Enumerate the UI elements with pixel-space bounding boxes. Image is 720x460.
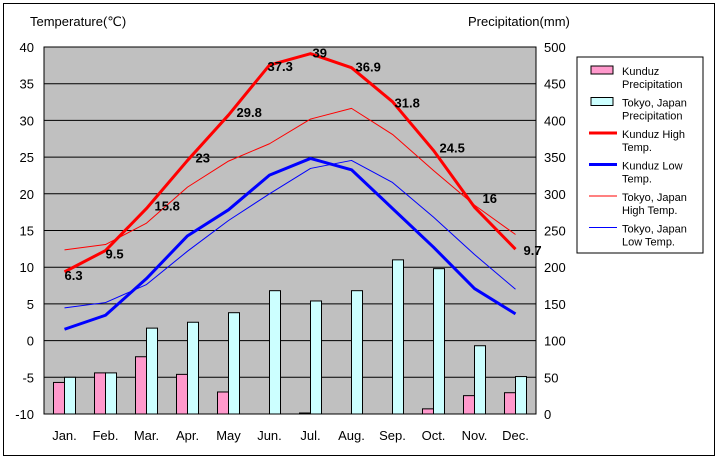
bar-tokyo-precipitation [146,327,158,415]
x-tick-label: Feb. [92,428,118,443]
line-kunduz-low [64,156,517,331]
left-tick-label: 40 [20,40,34,55]
bar-tokyo-precipitation [228,312,240,415]
data-label: 6.3 [65,268,83,283]
x-tick-label: Nov. [462,428,488,443]
left-axis-title: Temperature(℃) [30,14,126,29]
legend-label: Low Temp. [622,237,675,249]
bar-tokyo-precipitation [187,321,199,415]
bar-tokyo-precipitation [105,372,117,415]
x-tick-label: Jan. [52,428,77,443]
legend-box [576,56,704,254]
legend-label: Tokyo, Japan [622,192,687,204]
bar-tokyo-precipitation [515,376,527,415]
bar-kunduz-precipitation [504,392,516,415]
x-tick-label: Mar. [134,428,159,443]
legend-label: Kunduz High [622,129,685,141]
legend-label: High Temp. [622,205,677,217]
data-label: 31.8 [395,96,420,111]
plot-area: 4035302520151050-5-105004504003503002502… [15,40,566,443]
bar-kunduz-precipitation [53,381,65,415]
right-tick-label: 250 [544,224,566,239]
legend-swatch [590,65,614,75]
right-tick-label: 300 [544,187,566,202]
line-tokyo-high [64,107,516,251]
left-tick-label: -5 [22,370,34,385]
legend-label: Kunduz Low [622,161,683,173]
line-tokyo-low [64,159,516,309]
legend-label: Tokyo, Japan [622,224,687,236]
bar-kunduz-precipitation [94,372,106,415]
bar-tokyo-precipitation [269,290,281,415]
bar-tokyo-precipitation [64,376,76,415]
bar-tokyo-precipitation [392,259,404,415]
left-tick-label: 20 [20,187,34,202]
bar-kunduz-precipitation [217,391,229,415]
bar-kunduz-precipitation [299,412,311,415]
data-label: 9.5 [106,247,124,262]
data-label: 15.8 [155,198,180,213]
bar-kunduz-precipitation [422,408,434,415]
legend-label: Kunduz [622,66,659,78]
x-tick-label: Jun. [257,428,282,443]
data-label: 39 [313,46,327,61]
left-tick-label: 30 [20,113,34,128]
right-axis-title: Precipitation(mm) [468,14,570,29]
x-tick-label: May [216,428,241,443]
bar-tokyo-precipitation [351,290,363,415]
right-tick-label: 150 [544,297,566,312]
legend-label: Temp. [622,174,652,186]
left-tick-label: 0 [27,334,34,349]
legend-label: Precipitation [622,111,683,123]
left-tick-label: -10 [15,407,34,422]
x-tick-label: Sep. [379,428,406,443]
data-label: 24.5 [440,140,465,155]
x-tick-label: Apr. [176,428,199,443]
left-tick-label: 10 [20,260,34,275]
data-label: 16 [483,191,497,206]
left-tick-label: 25 [20,150,34,165]
bar-kunduz-precipitation [176,373,188,415]
right-tick-label: 500 [544,40,566,55]
data-label: 29.8 [237,105,262,120]
legend-label: Precipitation [622,79,683,91]
bar-tokyo-precipitation [474,345,486,415]
left-tick-label: 15 [20,224,34,239]
bar-kunduz-precipitation [463,395,475,415]
data-label: 37.3 [268,59,293,74]
bar-tokyo-precipitation [310,300,322,415]
x-tick-label: Jul. [300,428,320,443]
data-label: 9.7 [524,243,542,258]
right-tick-label: 50 [544,370,558,385]
bar-tokyo-precipitation [433,268,445,415]
left-tick-label: 35 [20,77,34,92]
legend-label: Tokyo, Japan [622,98,687,110]
bar-kunduz-precipitation [135,356,147,415]
x-tick-label: Aug. [338,428,365,443]
right-tick-label: 350 [544,150,566,165]
legend-label: Temp. [622,142,652,154]
x-tick-label: Dec. [502,428,529,443]
line-kunduz-high [63,52,517,274]
right-tick-label: 0 [544,407,551,422]
left-tick-label: 5 [27,297,34,312]
right-tick-label: 100 [544,334,566,349]
right-tick-label: 450 [544,77,566,92]
data-label: 36.9 [356,60,381,75]
right-tick-label: 400 [544,113,566,128]
data-label: 23 [196,150,210,165]
x-tick-label: Oct. [422,428,446,443]
legend-swatch [590,97,614,106]
right-tick-label: 200 [544,260,566,275]
